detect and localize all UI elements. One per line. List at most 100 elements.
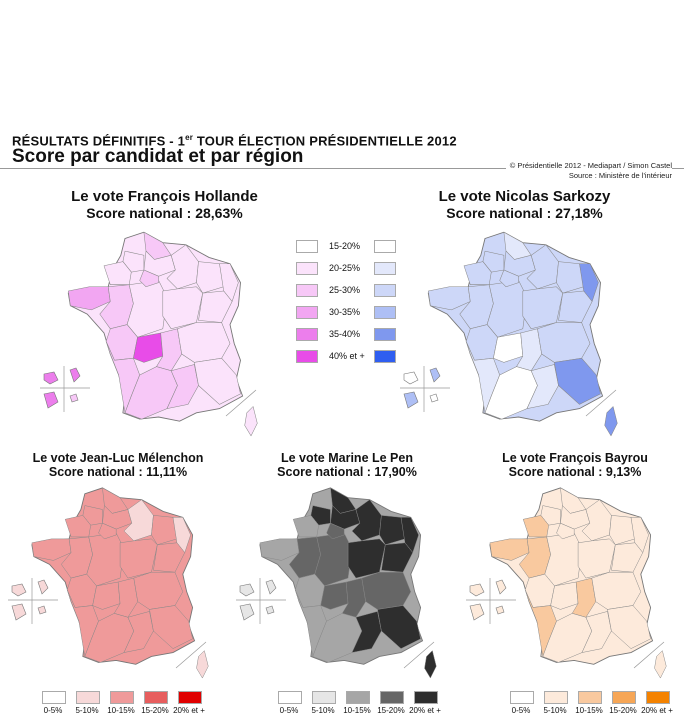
overseas-dom1 <box>11 583 27 597</box>
legend-swatch <box>612 691 636 704</box>
legend-swatch-pink <box>296 284 318 297</box>
region-idf <box>326 522 345 540</box>
region-rhone <box>537 322 591 363</box>
region-centre <box>544 532 583 587</box>
map-melenchon <box>8 487 209 679</box>
region-corse <box>244 406 258 437</box>
legend-label: 20% et + <box>409 706 441 715</box>
legend-label: 30-35% <box>329 307 361 317</box>
legend-swatch-pink <box>296 240 318 253</box>
region-champagne <box>123 499 154 542</box>
map-lepen <box>236 487 437 679</box>
region-lorraine <box>556 261 584 294</box>
legend-swatch <box>144 691 168 704</box>
region-lorraine <box>151 515 178 546</box>
region-limousin <box>550 581 579 610</box>
national-score: Score national : 9,13% <box>508 465 642 479</box>
legend-label: 35-40% <box>329 329 361 339</box>
region-paca <box>607 605 651 649</box>
legend-swatch-pink <box>296 350 318 363</box>
legend-swatch-blue <box>374 262 396 275</box>
region-corse <box>604 406 618 437</box>
metropole <box>259 487 437 679</box>
region-rhone <box>591 571 642 610</box>
legend-label: 5-10% <box>75 706 99 715</box>
region-centre <box>126 280 168 338</box>
overseas-dom3 <box>11 603 27 621</box>
region-corse <box>424 650 437 679</box>
source-line: Source : Ministère de l'intérieur <box>568 171 672 180</box>
overseas-dom2 <box>69 367 81 383</box>
metropole <box>489 487 667 679</box>
legend-label: 15-20% <box>377 706 405 715</box>
overseas-dom3 <box>403 391 419 409</box>
region-rhone <box>177 322 231 363</box>
map-title-sarkozy: Le vote Nicolas Sarkozy Score national :… <box>392 188 657 221</box>
legend-label: 20% et + <box>173 706 205 715</box>
region-langued <box>123 611 154 653</box>
region-hnorm <box>482 250 505 273</box>
region-champagne <box>581 499 612 542</box>
overseas-dom3 <box>239 603 255 621</box>
region-langued <box>351 611 382 653</box>
inset-separator <box>585 389 617 417</box>
region-rhone <box>133 571 184 610</box>
region-idf <box>499 269 519 288</box>
map-hollande <box>40 231 258 437</box>
national-score: Score national : 17,90% <box>277 465 417 479</box>
national-score: Score national : 27,18% <box>446 205 603 221</box>
region-paca <box>194 357 241 405</box>
region-corse <box>196 650 209 679</box>
region-corse <box>654 650 667 679</box>
legend-label: 15-20% <box>609 706 637 715</box>
legend-swatch-pink <box>296 262 318 275</box>
region-hnorm <box>122 250 145 273</box>
overseas-dom4 <box>37 605 47 615</box>
legend-swatch <box>646 691 670 704</box>
metropole <box>31 487 209 679</box>
legend-swatch-blue <box>374 284 396 297</box>
inset-separator <box>225 389 257 417</box>
legend-swatch-blue <box>374 306 396 319</box>
region-limousin <box>320 581 349 610</box>
region-hnorm <box>82 505 103 526</box>
candidate-name: Le vote Marine Le Pen <box>281 451 413 465</box>
legend-label: 0-5% <box>511 706 531 715</box>
inset-separator <box>175 641 207 669</box>
legend-label: 0-5% <box>43 706 63 715</box>
legend-label: 20% et + <box>641 706 673 715</box>
region-langued <box>526 364 559 409</box>
legend-swatch <box>278 691 302 704</box>
legend-label: 15-20% <box>329 241 361 251</box>
credit-line: © Présidentielle 2012 - Mediapart / Simo… <box>505 161 672 171</box>
legend-label: 10-15% <box>343 706 371 715</box>
legend-swatch <box>110 691 134 704</box>
metropole <box>427 231 618 437</box>
legend-label: 25-30% <box>329 285 361 295</box>
legend-label: 5-10% <box>311 706 335 715</box>
legend-label: 0-5% <box>279 706 299 715</box>
overseas-dom2 <box>429 367 441 383</box>
region-bourgogne <box>162 286 203 330</box>
overseas-dom1 <box>239 583 255 597</box>
region-limousin <box>493 332 524 363</box>
map-title-bayrou: Le vote François Bayrou Score national :… <box>470 451 680 479</box>
region-fcomte <box>611 542 644 573</box>
region-hnorm <box>310 505 331 526</box>
region-langued <box>166 364 199 409</box>
region-idf <box>98 522 117 540</box>
region-fcomte <box>558 290 593 323</box>
legend-label: 10-15% <box>575 706 603 715</box>
region-bnorm <box>463 261 492 285</box>
inset-separator <box>633 641 665 669</box>
region-lorraine <box>379 515 406 546</box>
region-limousin <box>133 332 164 363</box>
region-bnorm <box>103 261 132 285</box>
region-centre <box>86 532 125 587</box>
national-score: Score national : 28,63% <box>86 205 243 221</box>
overseas-dom4 <box>265 605 275 615</box>
region-bnorm <box>522 515 549 538</box>
legend-swatch <box>380 691 404 704</box>
region-paca <box>377 605 421 649</box>
